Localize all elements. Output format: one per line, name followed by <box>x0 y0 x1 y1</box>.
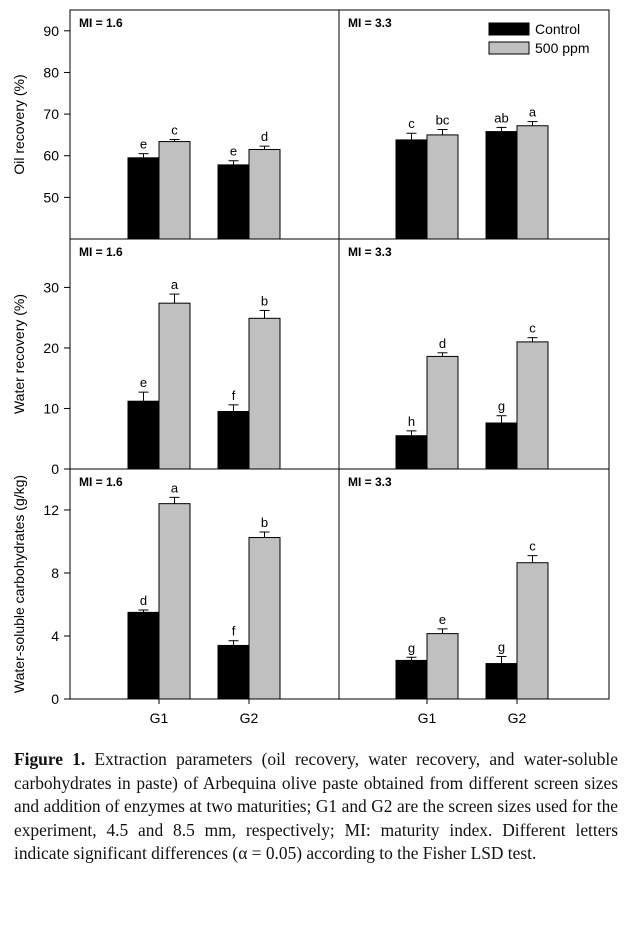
y-tick-label: 8 <box>51 565 59 581</box>
significance-letter: d <box>261 129 268 144</box>
bar <box>127 400 160 470</box>
bar <box>395 435 428 470</box>
bar <box>516 562 549 700</box>
significance-letter: d <box>140 593 147 608</box>
significance-letter: c <box>529 539 536 554</box>
y-axis-label: Water-soluble carbohydrates (g/kg) <box>11 475 27 693</box>
significance-letter: c <box>408 116 415 131</box>
significance-letter: ab <box>494 110 508 125</box>
caption-text: Extraction parameters (oil recovery, wat… <box>14 749 618 863</box>
bar <box>516 125 549 240</box>
bar <box>158 302 191 470</box>
bar <box>485 131 518 240</box>
significance-letter: a <box>171 277 179 292</box>
y-tick-label: 50 <box>43 189 59 205</box>
significance-letter: b <box>261 293 268 308</box>
y-tick-label: 4 <box>51 628 59 644</box>
significance-letter: e <box>140 137 147 152</box>
panel-frame <box>338 238 610 470</box>
significance-letter: e <box>230 144 237 159</box>
y-axis-label: Water recovery (%) <box>11 294 27 414</box>
panel-frame <box>69 238 340 470</box>
bar <box>248 537 281 700</box>
bar <box>485 663 518 700</box>
panel-frame <box>69 468 340 700</box>
x-tick-label: G1 <box>418 710 437 726</box>
significance-letter: g <box>408 640 415 655</box>
significance-letter: g <box>498 639 505 654</box>
bar <box>248 148 281 240</box>
significance-letter: h <box>408 414 415 429</box>
bar <box>127 157 160 240</box>
legend-label: 500 ppm <box>535 40 589 56</box>
figure: MI = 1.6 50 60 70 80 90 Oil recovery (%) e c e d MI… <box>11 9 610 726</box>
bar <box>158 141 191 240</box>
bar <box>395 139 428 240</box>
y-tick-label: 30 <box>43 279 59 295</box>
significance-letter: a <box>171 480 179 495</box>
bar <box>217 411 250 470</box>
x-tick-label: G2 <box>508 710 527 726</box>
significance-letter: bc <box>436 112 450 127</box>
panel-label: MI = 3.3 <box>348 475 392 489</box>
y-tick-label: 70 <box>43 106 59 122</box>
x-tick-label: G1 <box>150 710 169 726</box>
bar <box>516 341 549 470</box>
y-tick-label: 12 <box>43 502 59 518</box>
significance-letter: c <box>529 321 536 336</box>
bar <box>158 503 191 700</box>
significance-letter: f <box>232 624 236 639</box>
significance-letter: e <box>439 612 446 627</box>
caption-label: Figure 1. <box>14 749 86 769</box>
significance-letter: g <box>498 399 505 414</box>
legend-label: Control <box>535 21 580 37</box>
panel-label: MI = 1.6 <box>79 16 123 30</box>
y-tick-label: 80 <box>43 64 59 80</box>
bar <box>426 355 459 470</box>
x-tick-label: G2 <box>240 710 259 726</box>
legend-swatch <box>488 22 530 36</box>
legend-swatch <box>488 41 530 55</box>
significance-letter: b <box>261 515 268 530</box>
y-tick-label: 90 <box>43 23 59 39</box>
bar <box>426 134 459 240</box>
y-tick-label: 60 <box>43 148 59 164</box>
bar <box>395 659 428 700</box>
panel-frame <box>69 9 340 240</box>
y-axis-label: Oil recovery (%) <box>11 74 27 174</box>
panel-frame <box>338 468 610 700</box>
panel-label: MI = 1.6 <box>79 245 123 259</box>
bar <box>248 317 281 470</box>
bar <box>217 164 250 240</box>
y-tick-label: 0 <box>51 691 59 707</box>
bar <box>217 644 250 700</box>
panel-label: MI = 1.6 <box>79 475 123 489</box>
significance-letter: c <box>171 122 178 137</box>
panel-label: MI = 3.3 <box>348 245 392 259</box>
significance-letter: d <box>439 336 446 351</box>
significance-letter: e <box>140 375 147 390</box>
significance-letter: a <box>529 105 537 120</box>
bar <box>127 611 160 700</box>
y-tick-label: 0 <box>51 461 59 477</box>
y-tick-label: 10 <box>43 400 59 416</box>
significance-letter: f <box>232 388 236 403</box>
figure-caption: Figure 1. Extraction parameters (oil rec… <box>14 748 618 866</box>
bar <box>426 633 459 700</box>
panel-label: MI = 3.3 <box>348 16 392 30</box>
bar <box>485 422 518 470</box>
y-tick-label: 20 <box>43 340 59 356</box>
